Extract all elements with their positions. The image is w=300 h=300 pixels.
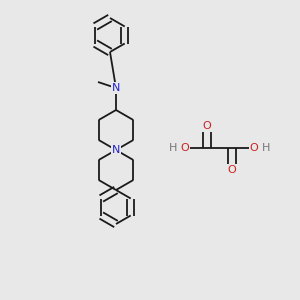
Text: O: O xyxy=(202,121,211,131)
Text: H: H xyxy=(169,143,177,153)
Text: H: H xyxy=(262,143,270,153)
Text: N: N xyxy=(112,83,120,93)
Text: O: O xyxy=(250,143,258,153)
Text: O: O xyxy=(228,165,236,175)
Text: O: O xyxy=(181,143,189,153)
Text: N: N xyxy=(112,145,120,155)
